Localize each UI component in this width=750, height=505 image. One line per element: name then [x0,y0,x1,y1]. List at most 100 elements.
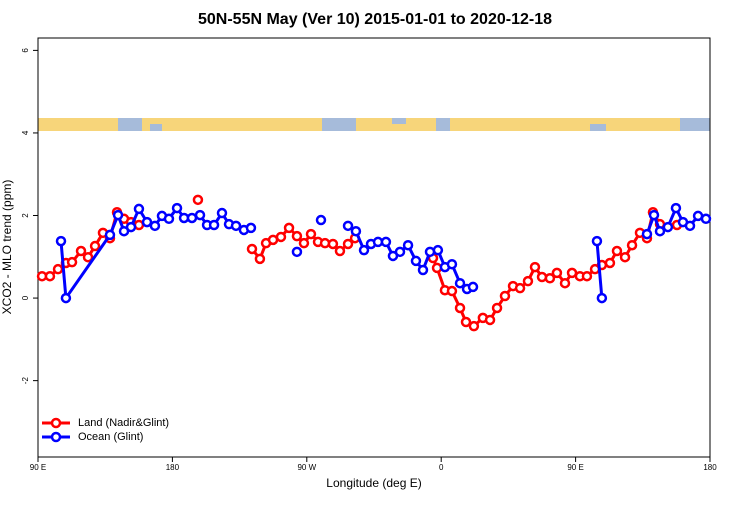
strip-ocean [150,124,162,131]
data-point [350,225,362,237]
strip-ocean [436,118,450,131]
strip-ocean [392,118,406,124]
data-point [291,246,303,258]
data-point [446,285,458,297]
data-point [275,231,287,243]
data-point [305,228,317,240]
data-point [380,236,392,248]
data-point [551,267,563,279]
data-point [52,263,64,275]
x-tick-label: 0 [439,463,444,472]
data-point [522,275,534,287]
data-point [670,202,682,214]
strip-ocean [322,118,356,131]
data-point [44,270,56,282]
data-point [641,228,653,240]
data-point [163,213,175,225]
strip-land [38,118,710,131]
data-point [684,220,696,232]
data-point [417,264,429,276]
data-point [604,257,616,269]
data-point [460,316,472,328]
data-point [149,220,161,232]
series-line [59,206,707,300]
x-axis-label: Longitude (deg E) [326,476,421,490]
data-point [192,194,204,206]
data-point [315,214,327,226]
data-point [468,320,480,332]
y-axis-label: XCO2 - MLO trend (ppm) [0,180,14,315]
x-tick-label: 90 E [567,463,583,472]
data-point [75,245,87,257]
data-point [467,281,479,293]
strip-ocean [118,118,142,131]
data-point [358,244,370,256]
data-point [171,202,183,214]
legend-label: Land (Nadir&Glint) [78,417,169,429]
land-ocean-strip [38,118,710,131]
data-point [454,277,466,289]
y-tick-label: 0 [21,295,30,300]
x-tick-label: 90 E [30,463,46,472]
x-tick-label: 180 [166,463,180,472]
data-point [245,222,257,234]
data-point [591,235,603,247]
data-point [208,219,220,231]
plot-frame [37,37,711,458]
data-point [402,239,414,251]
data-point [283,222,295,234]
data-point [410,255,422,267]
data-point [559,277,571,289]
data-point [499,290,511,302]
x-tick-label: 180 [703,463,717,472]
data-point [394,246,406,258]
data-point [186,212,198,224]
data-point [648,209,660,221]
data-point [662,221,674,233]
data-point [596,292,608,304]
data-point [529,261,541,273]
legend-marker [50,417,62,429]
data-point [82,251,94,263]
data-point [446,258,458,270]
y-tick-label: -2 [21,377,30,385]
data-point [246,243,258,255]
data-point [432,244,444,256]
data-point [327,238,339,250]
data-point [342,220,354,232]
data-point [544,273,556,284]
data-point [230,220,242,232]
data-point [484,314,496,326]
data-point [66,256,78,268]
data-point [536,271,548,283]
data-point [342,238,354,250]
data-point [626,239,638,251]
data-point [454,302,466,314]
legend-marker [50,431,62,443]
data-point [654,225,666,237]
data-point [216,207,228,219]
data-point [125,221,137,233]
data-point [611,245,623,257]
data-point [141,216,153,228]
data-point [133,203,145,215]
data-point [581,270,593,282]
data-point [112,209,124,221]
strip-ocean [590,124,606,131]
data-point [619,251,631,263]
data-point [700,213,712,225]
data-point [89,240,101,252]
data-point [254,253,266,265]
x-tick-label: 90 W [297,463,316,472]
data-point [291,230,303,242]
y-tick-label: 4 [21,130,30,135]
data-point [334,245,346,257]
data-point [55,235,67,247]
chart-title: 50N-55N May (Ver 10) 2015-01-01 to 2020-… [198,11,552,28]
data-point [298,237,310,249]
data-point [514,282,526,294]
y-tick-label: 6 [21,48,30,53]
data-point [60,292,72,304]
